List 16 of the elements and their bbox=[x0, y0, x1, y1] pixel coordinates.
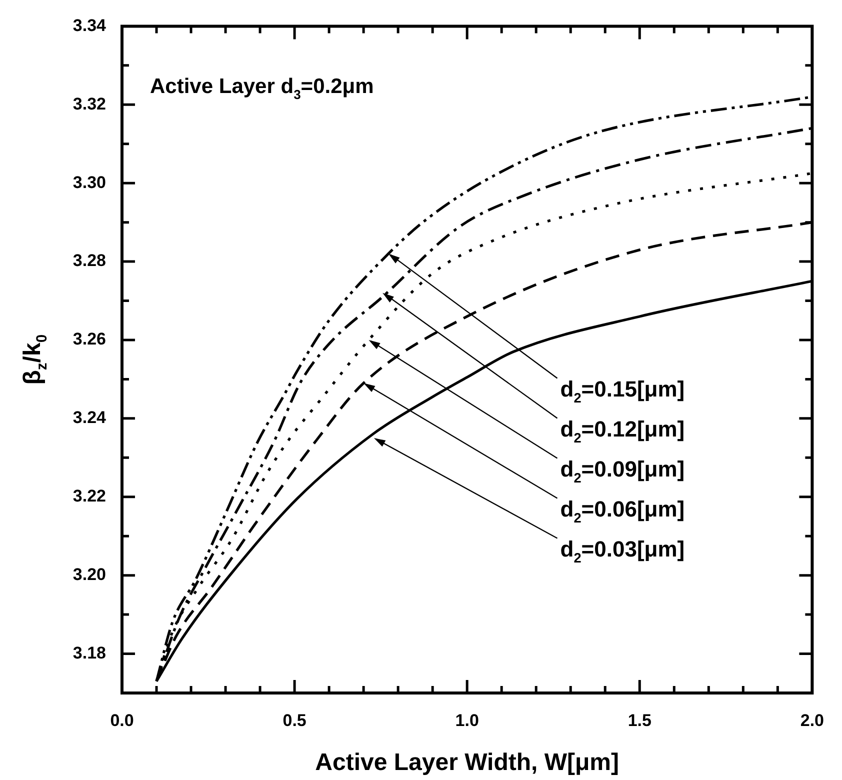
x-tick-label: 1.0 bbox=[455, 710, 479, 730]
x-tick-label: 0.5 bbox=[282, 710, 306, 730]
y-tick-label: 3.28 bbox=[72, 251, 106, 270]
x-tick-label: 1.5 bbox=[628, 710, 652, 730]
y-tick-label: 3.34 bbox=[72, 16, 107, 35]
y-tick-label: 3.20 bbox=[72, 565, 106, 584]
x-tick-label: 0.0 bbox=[110, 710, 134, 730]
y-tick-label: 3.24 bbox=[72, 408, 107, 428]
y-axis-title: βz/k0 bbox=[19, 334, 51, 385]
y-tick-label: 3.30 bbox=[72, 172, 106, 192]
y-tick-label: 3.26 bbox=[72, 330, 106, 349]
x-axis-title: Active Layer Width, W[μm] bbox=[315, 749, 620, 776]
y-tick-label: 3.32 bbox=[72, 94, 106, 114]
y-tick-label: 3.22 bbox=[72, 486, 106, 506]
y-tick-label: 3.18 bbox=[72, 643, 106, 662]
x-tick-label: 2.0 bbox=[800, 710, 824, 730]
